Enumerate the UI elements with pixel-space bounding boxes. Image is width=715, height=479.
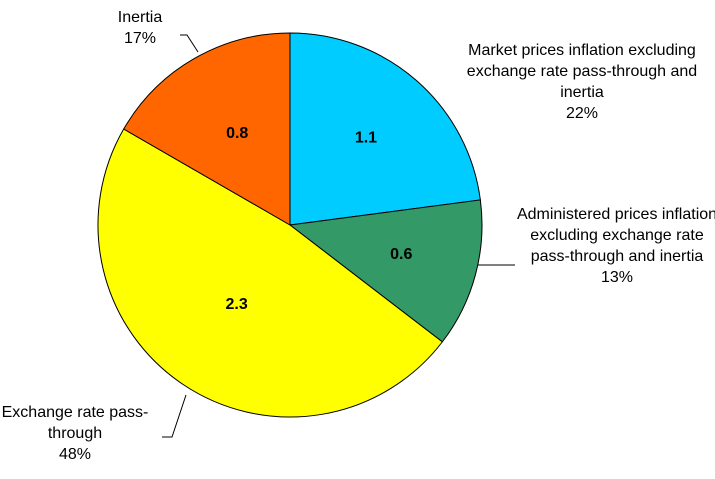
pie: 1.1 0.6 2.3 0.8 bbox=[97, 32, 483, 418]
category-name: Market prices inflation excluding exchan… bbox=[466, 42, 698, 101]
category-label: Exchange rate pass-through 48% bbox=[0, 402, 155, 465]
category-label: Market prices inflation excluding exchan… bbox=[457, 40, 707, 124]
category-name: Administered prices inflation excluding … bbox=[516, 206, 715, 265]
percent-label: 13% bbox=[600, 269, 634, 286]
percent-label: 22% bbox=[565, 105, 599, 122]
category-name: Inertia bbox=[117, 9, 163, 26]
leader-line bbox=[180, 34, 199, 53]
category-label: Administered prices inflation excluding … bbox=[512, 204, 715, 288]
percent-label: 48% bbox=[58, 446, 92, 463]
data-label: 0.6 bbox=[390, 246, 412, 263]
category-name: Exchange rate pass-through bbox=[1, 404, 149, 442]
leader-lines bbox=[162, 34, 515, 438]
percent-label: 17% bbox=[123, 30, 157, 47]
pie-slice bbox=[289, 32, 481, 226]
data-label: 0.8 bbox=[226, 125, 248, 142]
category-label: Inertia 17% bbox=[90, 7, 190, 49]
pie-slice bbox=[97, 128, 444, 418]
pie-slice bbox=[288, 199, 483, 343]
pie-slice bbox=[123, 32, 291, 226]
data-label: 2.3 bbox=[226, 296, 248, 313]
data-label: 1.1 bbox=[355, 130, 377, 147]
leader-line bbox=[162, 394, 187, 438]
